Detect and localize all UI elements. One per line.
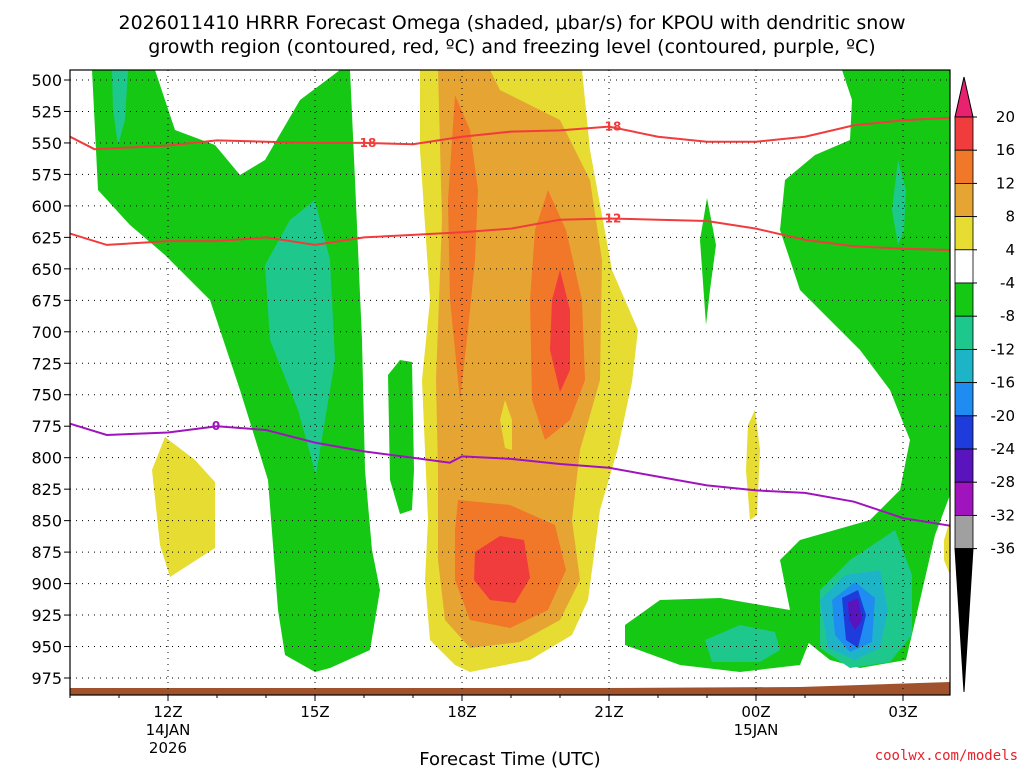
y-tick-label: 775 — [31, 417, 62, 436]
title-line-2: growth region (contoured, red, ºC) and f… — [148, 36, 875, 58]
colorbar-segment — [954, 382, 974, 417]
y-tick-label: 950 — [31, 638, 62, 657]
colorbar-label: 16 — [996, 141, 1015, 159]
colorbar-label: 8 — [1005, 208, 1015, 226]
contour-dendritic-top — [69, 116, 951, 151]
omega-region-red-low — [474, 536, 530, 603]
omega-region-violet — [848, 598, 862, 630]
omega-region-teal-top — [112, 70, 128, 145]
contour-lines: 18 18 12 0 — [69, 116, 951, 527]
omega-region-yellow-left — [152, 437, 215, 577]
colorbar-segment — [954, 249, 974, 284]
contour-label: 12 — [605, 211, 622, 225]
plot-frame — [69, 69, 951, 696]
omega-region-green-left — [92, 70, 380, 672]
colorbar-label: 4 — [1005, 241, 1015, 259]
colorbar-segment — [954, 182, 974, 217]
y-tick-label: 700 — [31, 323, 62, 342]
y-tick-label: 575 — [31, 165, 62, 184]
colorbar-segment — [954, 481, 974, 516]
colorbar-segment — [954, 149, 974, 184]
colorbar-segment — [954, 515, 974, 550]
x-tick-label: 18Z — [447, 703, 476, 721]
omega-region-yellow-edge — [944, 520, 950, 575]
contour-dendritic-bottom — [69, 217, 951, 251]
y-tick-label: 825 — [31, 480, 62, 499]
x-tick-year: 2026 — [149, 739, 187, 757]
x-tick-date: 15JAN — [734, 721, 779, 739]
contour-label: 0 — [212, 419, 220, 433]
colorbar-label: -36 — [991, 540, 1016, 558]
omega-region-teal-left — [265, 200, 335, 475]
y-tick-label: 525 — [31, 102, 62, 121]
y-tick-label: 675 — [31, 291, 62, 310]
contour-freezing-level — [69, 422, 951, 527]
y-tick-label: 600 — [31, 197, 62, 216]
y-tick-label: 625 — [31, 228, 62, 247]
x-tick-label: 00Z — [741, 703, 770, 721]
colorbar-segment — [954, 315, 974, 350]
omega-region-teal-right-top — [892, 160, 906, 245]
colorbar-segment — [954, 216, 974, 251]
colorbar-label: -12 — [991, 340, 1016, 358]
omega-region-yellow-thin — [500, 400, 512, 450]
contour-label: 18 — [360, 136, 377, 150]
y-tick-label: 550 — [31, 134, 62, 153]
omega-region-red-mid — [550, 270, 570, 392]
colorbar-label: 20 — [996, 108, 1015, 126]
omega-region-green-thin — [700, 198, 716, 325]
colorbar-bottom-arrow — [954, 548, 974, 693]
y-tick-label: 750 — [31, 386, 62, 405]
x-tick-date: 14JAN — [146, 721, 191, 739]
x-tick-label: 21Z — [594, 703, 623, 721]
colorbar-label: -20 — [991, 407, 1016, 425]
y-axis: 500 525 550 575 600 625 650 675 700 725 750 775 800 8… — [31, 71, 70, 688]
omega-region-green-small — [388, 360, 414, 514]
colorbar-label: -16 — [991, 374, 1016, 392]
colorbar-segment — [954, 116, 974, 151]
colorbar: 20 16 12 8 4 -4 -8 -12 -16 -20 -24 -28 -32 -36 — [954, 76, 1016, 693]
x-tick-label: 12Z — [153, 703, 182, 721]
x-axis-label: Forecast Time (UTC) — [419, 749, 600, 768]
omega-shading — [92, 70, 950, 672]
colorbar-segment — [954, 448, 974, 483]
colorbar-label: -28 — [991, 473, 1016, 491]
y-tick-label: 875 — [31, 543, 62, 562]
omega-region-yellow-small — [746, 410, 760, 520]
omega-region-teal-bottom — [705, 625, 780, 662]
y-tick-label: 650 — [31, 260, 62, 279]
terrain-band — [70, 682, 950, 695]
y-tick-label: 800 — [31, 449, 62, 468]
colorbar-label: -32 — [991, 506, 1016, 524]
y-tick-label: 900 — [31, 575, 62, 594]
y-tick-label: 725 — [31, 354, 62, 373]
x-tick-label: 03Z — [888, 703, 917, 721]
colorbar-segment — [954, 415, 974, 450]
colorbar-label: -4 — [1000, 274, 1015, 292]
y-tick-label: 975 — [31, 669, 62, 688]
credit-text: coolwx.com/models — [875, 748, 1018, 764]
y-tick-label: 850 — [31, 512, 62, 531]
x-tick-label: 15Z — [300, 703, 329, 721]
omega-region-orange — [448, 95, 478, 400]
colorbar-top-arrow — [954, 76, 974, 118]
y-tick-label: 500 — [31, 71, 62, 90]
colorbar-segment — [954, 282, 974, 317]
colorbar-label: 12 — [996, 174, 1015, 192]
colorbar-label: -8 — [1000, 307, 1015, 325]
colorbar-label: -24 — [991, 440, 1016, 458]
title-line-1: 2026011410 HRRR Forecast Omega (shaded, … — [118, 12, 905, 34]
y-tick-label: 925 — [31, 606, 62, 625]
grid-lines — [70, 70, 950, 695]
colorbar-segment — [954, 348, 974, 383]
contour-label: 18 — [605, 120, 622, 134]
